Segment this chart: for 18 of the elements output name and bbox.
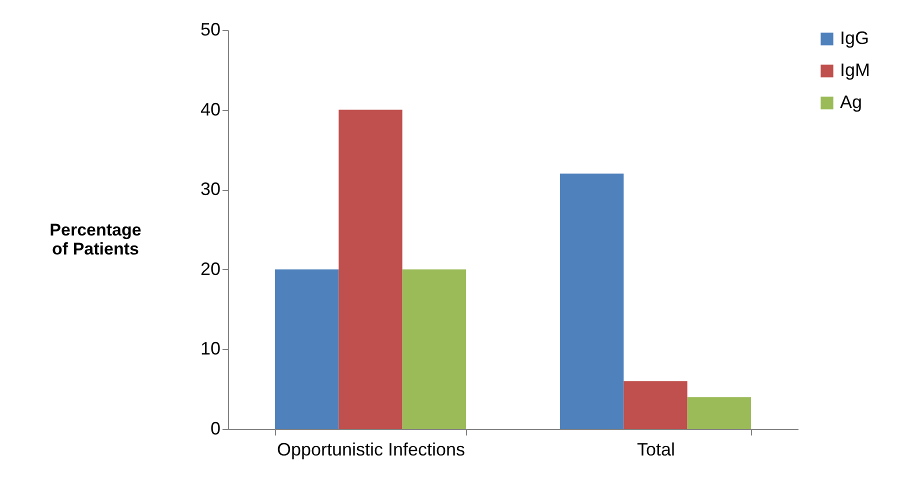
x-tick-label: Total [636, 440, 676, 460]
legend-label: IgM [840, 60, 870, 80]
y-tick-label: 0 [210, 418, 220, 438]
x-tick-label: Opportunistic Infections [276, 440, 466, 460]
bar [687, 397, 751, 429]
y-tick-label: 30 [200, 179, 220, 200]
y-tick-label: 20 [200, 258, 220, 279]
bar [275, 269, 339, 429]
legend-label: Ag [840, 92, 862, 112]
y-tick-label: 50 [200, 20, 220, 40]
bar [624, 381, 688, 429]
y-tick-label: 40 [200, 99, 220, 120]
bar [402, 269, 466, 429]
y-tick-label: 10 [200, 338, 220, 359]
legend-label: IgG [840, 28, 870, 48]
y-axis-title: Percentage of Patients [50, 220, 142, 258]
bar [560, 174, 624, 429]
bar [338, 110, 402, 429]
